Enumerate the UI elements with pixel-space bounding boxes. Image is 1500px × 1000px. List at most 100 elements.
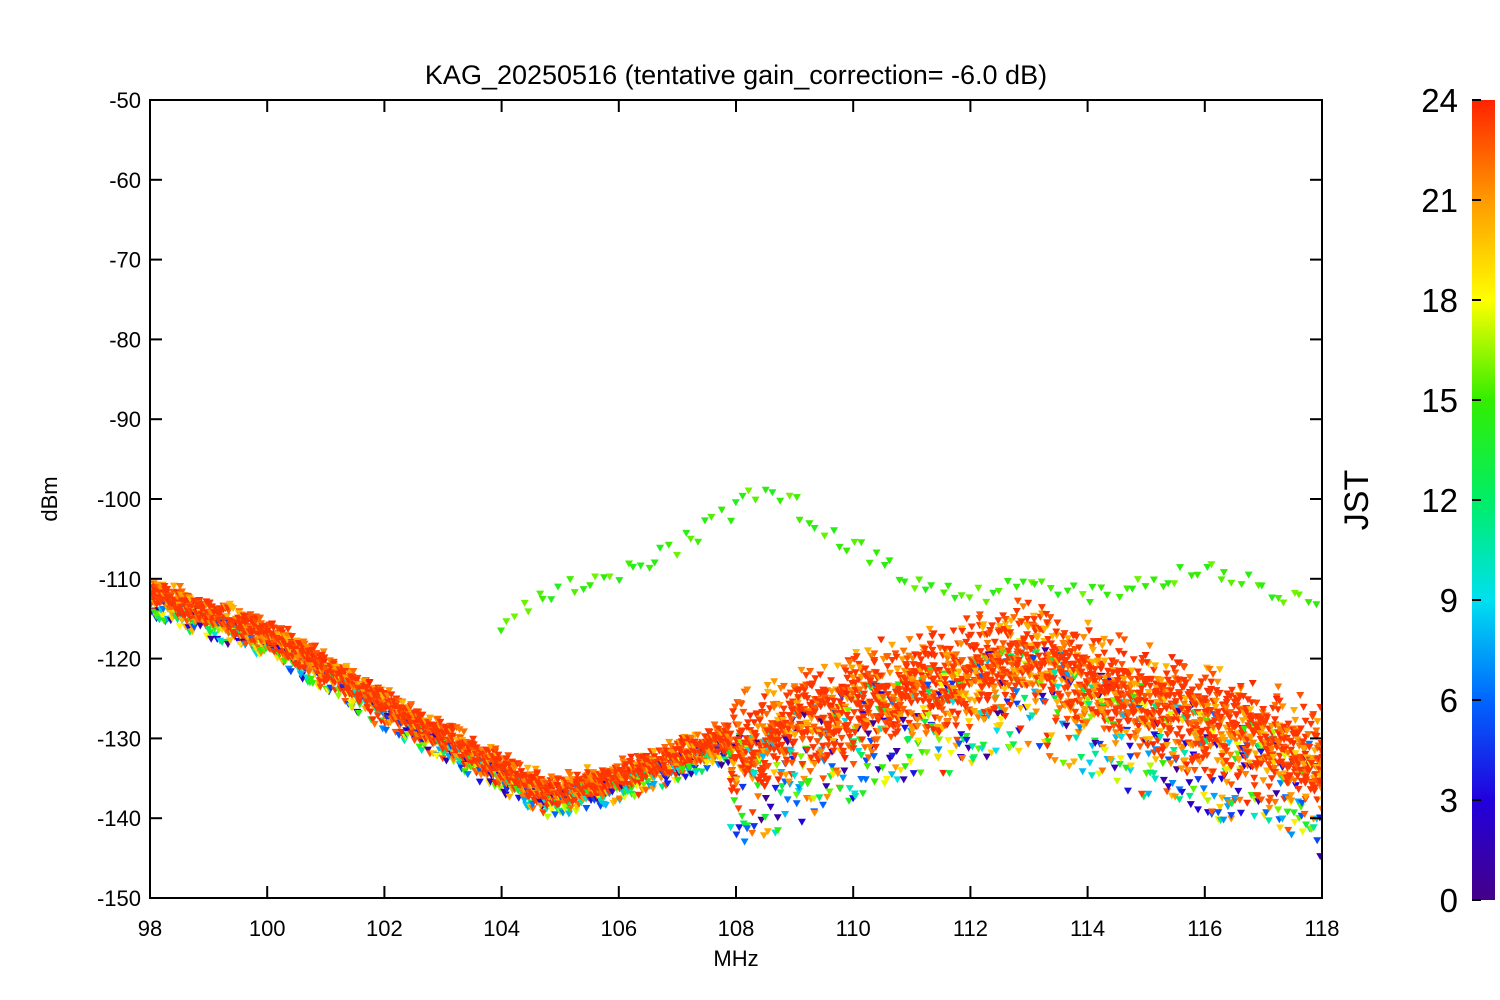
data-point [893,728,902,736]
data-point [1187,721,1196,729]
data-point [787,701,796,709]
data-point [1023,615,1032,623]
data-point [528,805,537,813]
data-point [641,786,650,794]
data-point [944,660,953,668]
data-point [769,690,778,698]
data-point [759,702,768,710]
data-point [1089,638,1098,646]
data-point [475,778,484,786]
data-point [1043,619,1052,627]
data-point [1123,787,1132,795]
data-point [794,787,803,795]
data-point [1196,716,1205,724]
data-point [966,643,975,651]
data-point [815,794,824,802]
data-point [1082,719,1091,727]
data-point [1192,721,1201,729]
data-point [678,769,687,777]
data-point [491,745,500,753]
data-point [1029,655,1038,663]
data-point [977,659,986,667]
data-point [919,705,928,713]
data-point [1077,671,1086,679]
data-point [953,710,962,718]
data-point [349,698,358,706]
data-point [1074,728,1083,736]
data-point [1127,675,1136,683]
data-point [903,655,912,663]
data-point [370,720,379,728]
data-point [935,666,944,674]
data-point [1052,632,1061,640]
data-point [763,750,772,758]
data-point [889,683,898,691]
data-point [1025,666,1034,674]
data-point [608,788,617,796]
data-point [1172,766,1181,774]
data-point [979,621,988,629]
data-point [900,676,909,684]
data-point [971,667,980,675]
data-point [1006,632,1015,640]
data-point [1090,677,1099,685]
data-point [169,582,178,590]
data-point [899,776,908,784]
data-point [851,669,860,677]
data-point [910,688,919,696]
data-point [1105,725,1114,733]
data-point [782,692,791,700]
data-point [882,653,891,661]
data-point [881,686,890,694]
data-point [977,683,986,691]
data-point [1077,754,1086,762]
data-point [800,706,809,714]
data-point [891,764,900,772]
data-point [1100,657,1109,665]
data-point [418,711,427,719]
data-point [1122,728,1131,736]
data-point [1215,803,1224,811]
data-point [840,767,849,775]
data-point [884,691,893,699]
data-point [864,709,873,717]
data-point [957,640,966,648]
data-point [908,727,917,735]
data-point [968,755,977,763]
data-point [958,675,967,683]
data-point [638,776,647,784]
data-point [742,757,751,765]
data-point [737,812,746,820]
data-point [1194,776,1203,784]
data-point [976,631,985,639]
data-point [964,674,973,682]
data-point [1067,676,1076,684]
data-point [1188,686,1197,694]
data-point [772,755,781,763]
data-point [459,728,468,736]
data-point [1101,679,1110,687]
data-point [1223,690,1232,698]
data-point [1231,794,1240,802]
data-point [1157,676,1166,684]
data-point [920,674,929,682]
data-point [924,681,933,689]
data-point [1012,688,1021,696]
data-point [1031,692,1040,700]
data-point [1222,704,1231,712]
data-point [899,716,908,724]
data-point [1232,711,1241,719]
data-point [887,771,896,779]
data-point [1152,687,1161,695]
data-point [935,728,944,736]
data-point [363,703,372,711]
data-point [787,759,796,767]
data-point [1211,704,1220,712]
data-point [1145,642,1154,650]
data-point [816,753,825,761]
data-point [994,617,1003,625]
data-point [729,784,738,792]
data-point [1048,648,1057,656]
data-point [730,797,739,805]
data-point [807,754,816,762]
